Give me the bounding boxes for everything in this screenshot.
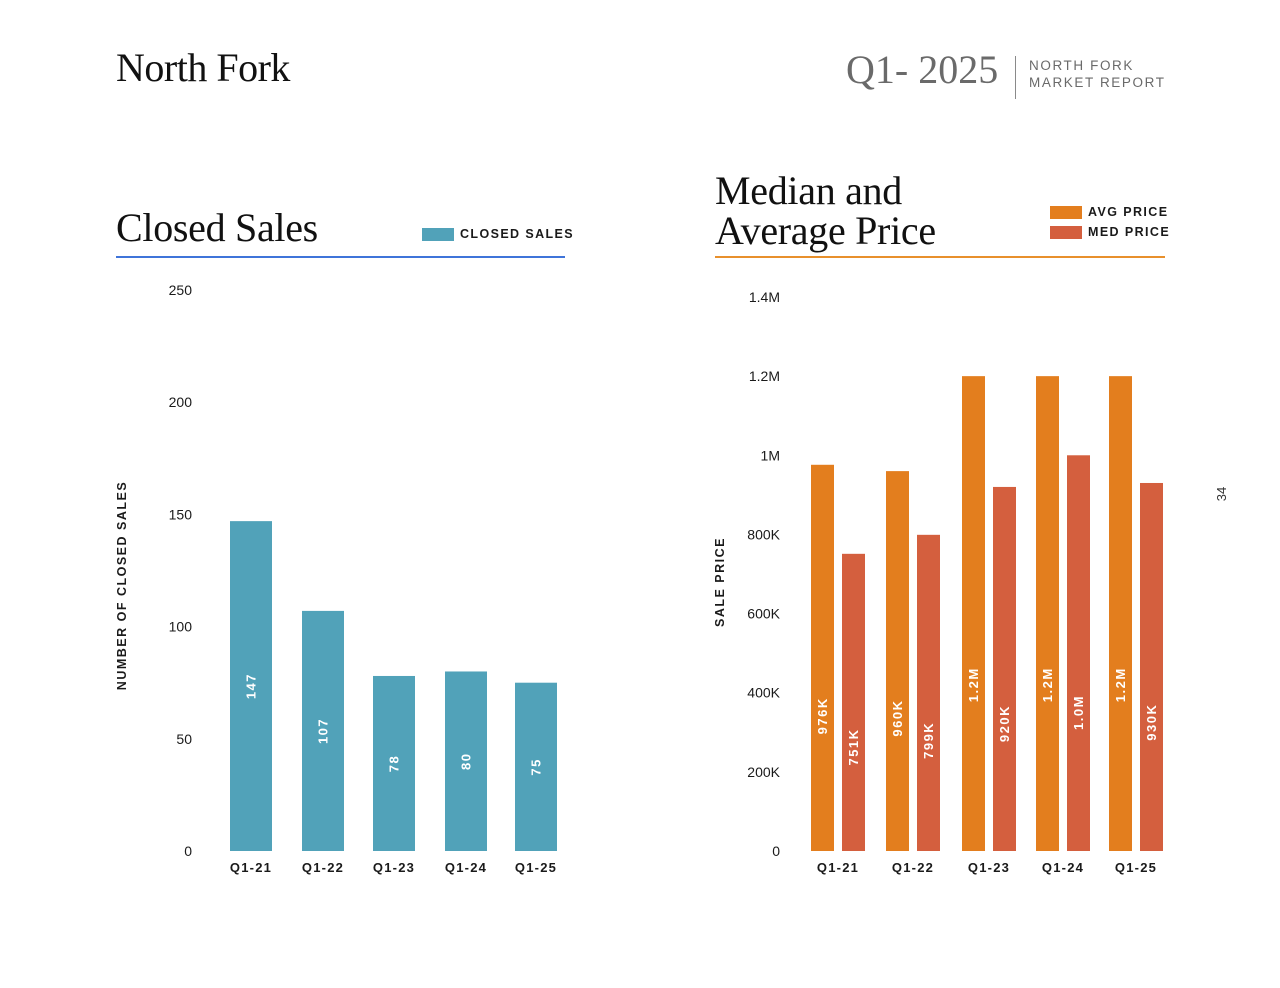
closed-sales-category-label: Q1-22	[302, 860, 344, 875]
price-ytick-label: 400K	[747, 685, 780, 701]
closed-sales-bar	[373, 675, 415, 851]
report-name-line1: NORTH FORK	[1029, 58, 1135, 73]
price-ylabel: SALE PRICE	[713, 537, 727, 627]
closed-sales-bar-value-label: 78	[387, 755, 402, 772]
price-bar	[993, 486, 1016, 851]
price-category-label: Q1-24	[1042, 860, 1084, 875]
closed-sales-ytick-label: 200	[169, 394, 193, 410]
price-category-label: Q1-21	[817, 860, 859, 875]
price-bar-value-label: 1.2M	[1040, 667, 1055, 702]
price-bar-value-label: 751K	[846, 728, 861, 765]
closed-sales-ytick-label: 250	[169, 282, 193, 298]
price-bar	[1140, 482, 1163, 851]
price-title-line1: Median and	[715, 168, 902, 213]
price-bar	[1109, 376, 1132, 851]
closed-sales-bar	[302, 610, 344, 851]
price-category-label: Q1-23	[968, 860, 1010, 875]
price-category-label: Q1-22	[892, 860, 934, 875]
price-bar	[1036, 376, 1059, 851]
price-ytick-label: 1.2M	[749, 368, 780, 384]
price-bar	[886, 471, 909, 851]
med-price-legend-label: MED PRICE	[1088, 225, 1171, 239]
closed-sales-category-label: Q1-23	[373, 860, 415, 875]
price-bar-value-label: 1.2M	[1113, 667, 1128, 702]
price-bar-value-label: 960K	[890, 700, 905, 737]
region-title: North Fork	[116, 45, 290, 90]
closed-sales-bar-value-label: 75	[529, 758, 544, 775]
closed-sales-legend-item: CLOSED SALES	[422, 227, 574, 241]
header-divider	[1015, 56, 1016, 99]
price-bar	[917, 534, 940, 851]
price-title: Median and Average Price	[715, 171, 936, 251]
price-ytick-label: 200K	[747, 764, 780, 780]
price-bar	[1067, 455, 1090, 851]
closed-sales-rule	[116, 256, 565, 258]
closed-sales-ytick-label: 150	[169, 506, 193, 522]
report-name: NORTH FORK MARKET REPORT	[1029, 57, 1166, 91]
avg-price-legend-label: AVG PRICE	[1088, 205, 1169, 219]
med-price-legend-swatch	[1050, 225, 1082, 239]
closed-sales-bar	[515, 682, 557, 851]
closed-sales-ytick-label: 100	[169, 619, 193, 635]
closed-sales-bar-value-label: 80	[459, 753, 474, 770]
closed-sales-bar-value-label: 107	[316, 718, 331, 744]
report-quarter: Q1- 2025	[846, 47, 999, 92]
closed-sales-bar	[230, 521, 272, 851]
price-ytick-label: 1.4M	[749, 289, 780, 305]
price-bar-value-label: 1.2M	[966, 667, 981, 702]
avg-price-legend-item: AVG PRICE	[1050, 205, 1168, 219]
closed-sales-ytick-label: 0	[184, 843, 192, 859]
price-bar-value-label: 799K	[921, 722, 936, 759]
closed-sales-category-label: Q1-24	[445, 860, 487, 875]
price-bar-value-label: 976K	[815, 697, 830, 734]
price-bar-value-label: 1.0M	[1071, 695, 1086, 730]
closed-sales-ylabel: NUMBER OF CLOSED SALES	[115, 481, 129, 690]
price-bar-value-label: 920K	[997, 705, 1012, 742]
price-title-line2: Average Price	[715, 208, 936, 253]
closed-sales-bar	[445, 671, 487, 851]
price-ytick-label: 600K	[747, 606, 780, 622]
avg-price-legend-swatch	[1050, 205, 1082, 219]
price-ytick-label: 1M	[761, 447, 780, 463]
closed-sales-ytick-label: 50	[176, 731, 192, 747]
price-ytick-label: 0	[772, 843, 780, 859]
price-ytick-label: 800K	[747, 526, 780, 542]
price-bar	[962, 376, 985, 851]
closed-sales-legend-label: CLOSED SALES	[460, 227, 575, 241]
closed-sales-title: Closed Sales	[116, 205, 318, 250]
price-bar	[842, 553, 865, 851]
price-bar-value-label: 930K	[1144, 704, 1159, 741]
closed-sales-category-label: Q1-25	[515, 860, 557, 875]
report-name-line2: MARKET REPORT	[1029, 75, 1166, 90]
price-category-label: Q1-25	[1115, 860, 1157, 875]
closed-sales-bar-value-label: 147	[244, 673, 259, 699]
med-price-legend-item: MED PRICE	[1050, 225, 1170, 239]
price-bar	[811, 464, 834, 851]
closed-sales-category-label: Q1-21	[230, 860, 272, 875]
closed-sales-legend-swatch	[422, 227, 454, 241]
price-rule	[715, 256, 1165, 258]
